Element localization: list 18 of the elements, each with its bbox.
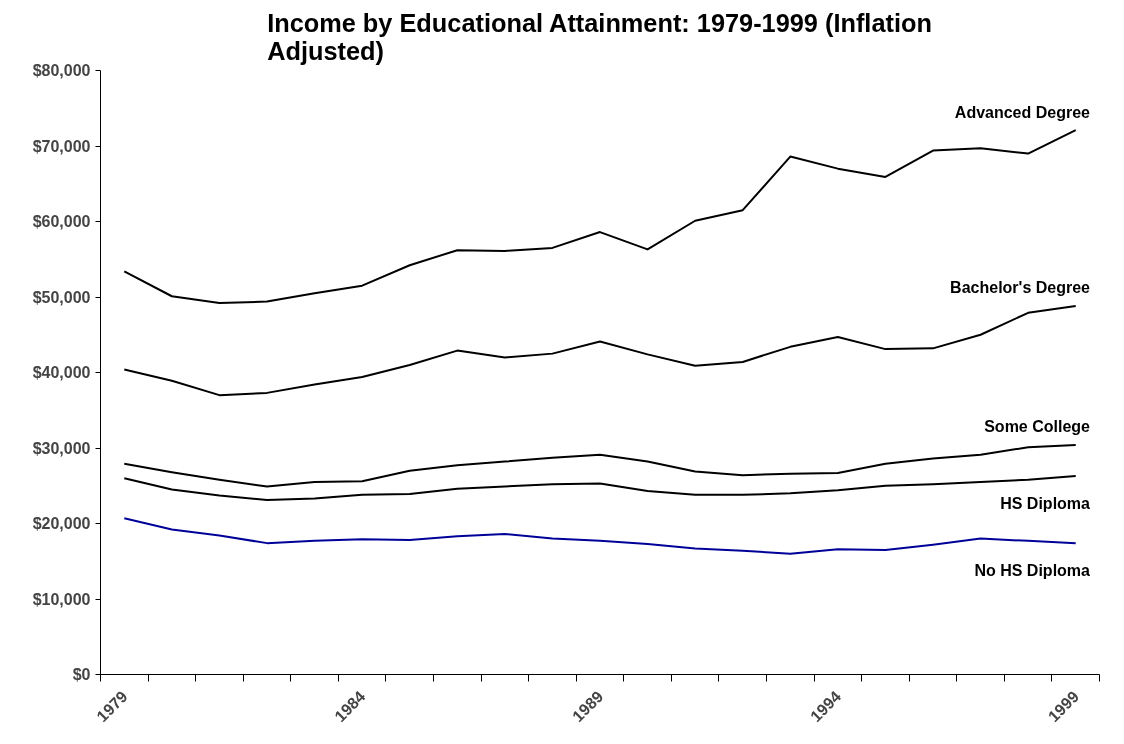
line-series (123, 443, 1077, 488)
y-tick-label: $40,000 (32, 364, 91, 381)
y-tick-label: $70,000 (32, 137, 91, 155)
series-label: Advanced Degree (954, 103, 1091, 121)
line-series (123, 305, 1077, 397)
series-label: No HS Diploma (974, 561, 1091, 579)
y-tick-label: $30,000 (32, 439, 91, 457)
y-tick-label: $80,000 (32, 62, 91, 79)
series-label: Some College (984, 418, 1091, 436)
y-tick-label: $0 (72, 666, 91, 683)
y-tick-label: $20,000 (32, 515, 91, 532)
chart-title: Income by Educational Attainment: 1979-1999 (Inflation Adjusted) (267, 8, 932, 65)
series-label: Bachelor's Degree (950, 279, 1091, 297)
y-tick-label: $60,000 (32, 213, 91, 230)
y-tick-label: $50,000 (32, 288, 91, 306)
series-label: HS Diploma (1000, 494, 1091, 512)
y-tick-label: $10,000 (32, 590, 91, 608)
line-series (123, 517, 1077, 555)
